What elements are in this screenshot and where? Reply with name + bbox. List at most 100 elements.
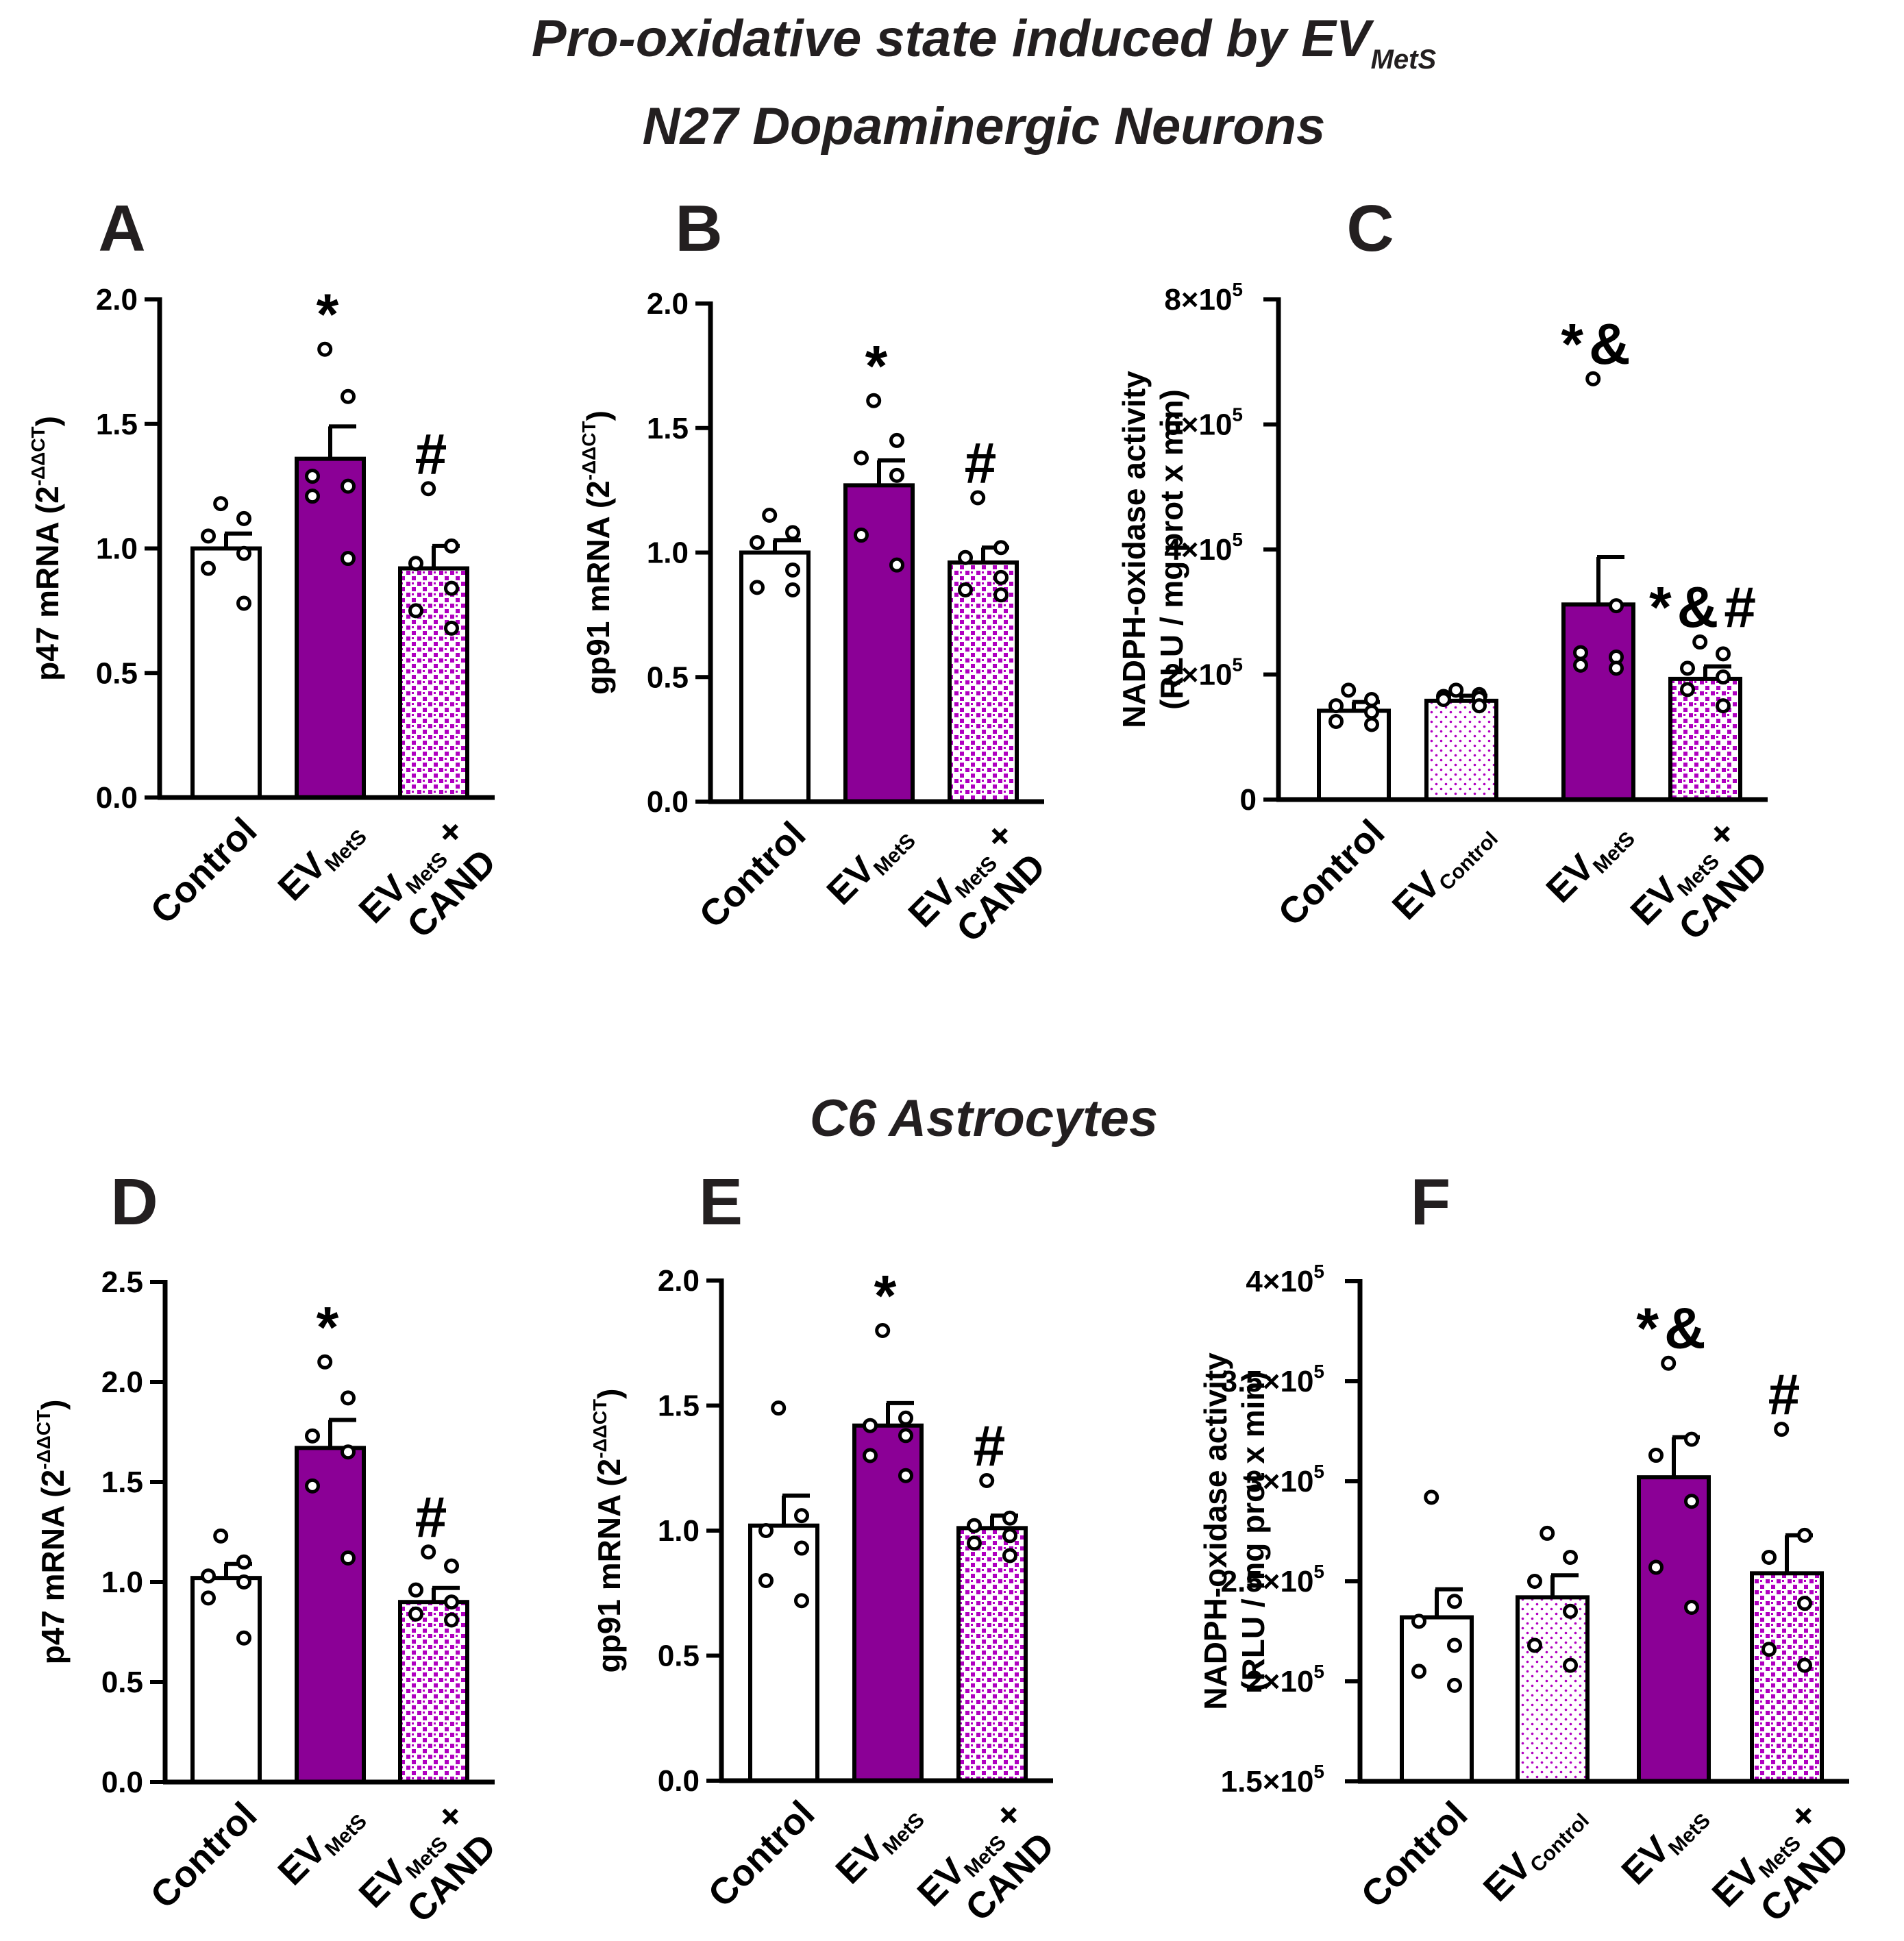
point-a-0-4 [201, 560, 216, 576]
panel-letter-a: A [98, 192, 145, 265]
y-tick-label-d-0: 0.0 [101, 1766, 143, 1799]
x-tick-label-c-1: EVControl [1385, 812, 1503, 930]
point-c-3-5 [1716, 698, 1731, 714]
x-tick-label-e-1: EVMetS [828, 1793, 929, 1894]
panel-letter-f: F [1411, 1165, 1451, 1239]
bar-a-1 [295, 456, 366, 800]
y-tick-label-b-0: 0.0 [647, 785, 689, 819]
y-axis-label-d: p47 mRNA (2-ΔΔCT) [33, 1400, 71, 1665]
point-f-2-3 [1684, 1494, 1699, 1509]
point-f-0-5 [1447, 1677, 1462, 1693]
point-e-1-3 [898, 1428, 913, 1444]
point-b-1-4 [854, 528, 869, 543]
y-axis-label-c: NADPH-oxidase activity [1116, 371, 1152, 728]
y-tick-label-a-4: 2.0 [96, 283, 138, 317]
y-axis-label-e: gp91 mRNA (2-ΔΔCT) [589, 1389, 627, 1673]
point-c-0-1 [1364, 692, 1379, 707]
point-d-0-1 [236, 1554, 251, 1570]
panel-b: B * #0.0 0.5 1.0 1.5 2.0 gp91 mRNA (2-ΔΔCT) Cont… [578, 192, 1053, 950]
bar-e-2 [956, 1526, 1028, 1783]
y-tick-label-b-4: 2.0 [647, 287, 689, 321]
point-b-0-1 [785, 525, 800, 541]
bar-c-2 [1561, 602, 1635, 802]
point-f-2-1 [1684, 1431, 1699, 1447]
point-d-2-3 [444, 1594, 459, 1610]
y-tick-label-b-3: 1.5 [647, 412, 689, 445]
point-e-2-0 [979, 1473, 995, 1488]
y-tick-label-b-1: 0.5 [647, 660, 689, 694]
point-e-1-4 [863, 1448, 878, 1463]
point-f-3-1 [1797, 1527, 1812, 1543]
point-f-0-1 [1447, 1594, 1462, 1609]
point-e-0-3 [794, 1540, 809, 1556]
y-tick-label-e-0: 0.0 [658, 1764, 700, 1798]
point-e-1-5 [898, 1468, 913, 1483]
y-axis-label-a: p47 mRNA (2-ΔΔCT) [27, 416, 65, 681]
point-f-1-4 [1527, 1637, 1542, 1653]
point-c-2-2 [1573, 645, 1588, 660]
point-f-3-5 [1797, 1657, 1812, 1673]
point-f-1-2 [1527, 1574, 1542, 1589]
point-d-1-5 [341, 1550, 356, 1566]
point-d-1-0 [317, 1354, 333, 1370]
point-d-1-4 [305, 1478, 320, 1494]
point-e-0-0 [771, 1400, 787, 1416]
point-b-2-3 [993, 569, 1009, 585]
bar-c-1 [1424, 698, 1498, 802]
point-a-1-3 [341, 478, 356, 494]
bar-f-1 [1516, 1595, 1590, 1784]
point-f-2-4 [1648, 1559, 1664, 1575]
significance-e-1: * [874, 1263, 902, 1328]
point-b-1-0 [866, 393, 882, 408]
section-title-neurons: N27 Dopaminergic Neurons [643, 97, 1326, 156]
y-tick-label-d-1: 0.5 [101, 1666, 143, 1699]
point-c-0-2 [1328, 698, 1344, 714]
figure-title: Pro-oxidative state induced by EVMetS [532, 10, 1437, 75]
point-c-3-2 [1680, 660, 1695, 676]
point-d-1-2 [305, 1428, 320, 1444]
significance-b-2: # [965, 431, 1002, 495]
point-c-0-3 [1364, 704, 1379, 720]
point-a-2-2 [408, 556, 423, 571]
panel-letter-d: D [110, 1165, 158, 1239]
point-a-1-5 [341, 551, 356, 567]
point-f-3-0 [1774, 1422, 1790, 1437]
point-b-1-2 [854, 450, 869, 466]
point-e-2-5 [1002, 1548, 1017, 1563]
point-f-1-0 [1540, 1525, 1555, 1541]
point-c-2-0 [1585, 371, 1601, 386]
y-tick-label-a-0: 0.0 [96, 781, 138, 815]
point-b-1-3 [889, 467, 904, 483]
bar-a-0 [190, 546, 262, 800]
y-tick-label-f-0: 1.5×105 [1221, 1761, 1324, 1798]
bar-d-2 [398, 1600, 469, 1784]
point-b-2-5 [993, 587, 1009, 603]
x-tick-label-c-2: EVMetS [1538, 812, 1640, 913]
point-e-1-2 [863, 1418, 878, 1433]
point-b-2-4 [958, 582, 973, 598]
point-e-1-0 [875, 1323, 891, 1338]
point-a-2-1 [444, 538, 459, 554]
y-tick-label-f-3: 3×105 [1246, 1461, 1324, 1498]
point-c-0-0 [1341, 682, 1357, 698]
point-c-0-4 [1328, 713, 1344, 729]
y-tick-label-f-1: 2×105 [1246, 1661, 1324, 1698]
point-f-0-4 [1411, 1664, 1426, 1679]
x-tick-label-d-1: EVMetS [270, 1794, 371, 1896]
y-tick-label-c-1: 2×105 [1164, 654, 1243, 692]
y-axis-label-line2-c: (RLU / mg prot x min) [1154, 389, 1189, 710]
significance-a-1: * [317, 282, 345, 347]
point-a-2-0 [421, 481, 436, 497]
bar-f-2 [1637, 1475, 1711, 1783]
point-f-3-2 [1761, 1549, 1777, 1565]
point-b-0-2 [750, 534, 765, 550]
point-d-2-0 [421, 1544, 436, 1560]
y-tick-label-d-5: 2.5 [101, 1265, 143, 1299]
y-tick-label-b-2: 1.0 [647, 536, 689, 570]
y-tick-label-e-4: 2.0 [658, 1264, 700, 1298]
y-axis-label-b: gp91 mRNA (2-ΔΔCT) [578, 410, 616, 695]
bar-e-1 [852, 1423, 924, 1783]
y-tick-label-d-2: 1.0 [101, 1566, 143, 1599]
point-a-1-0 [317, 341, 333, 357]
